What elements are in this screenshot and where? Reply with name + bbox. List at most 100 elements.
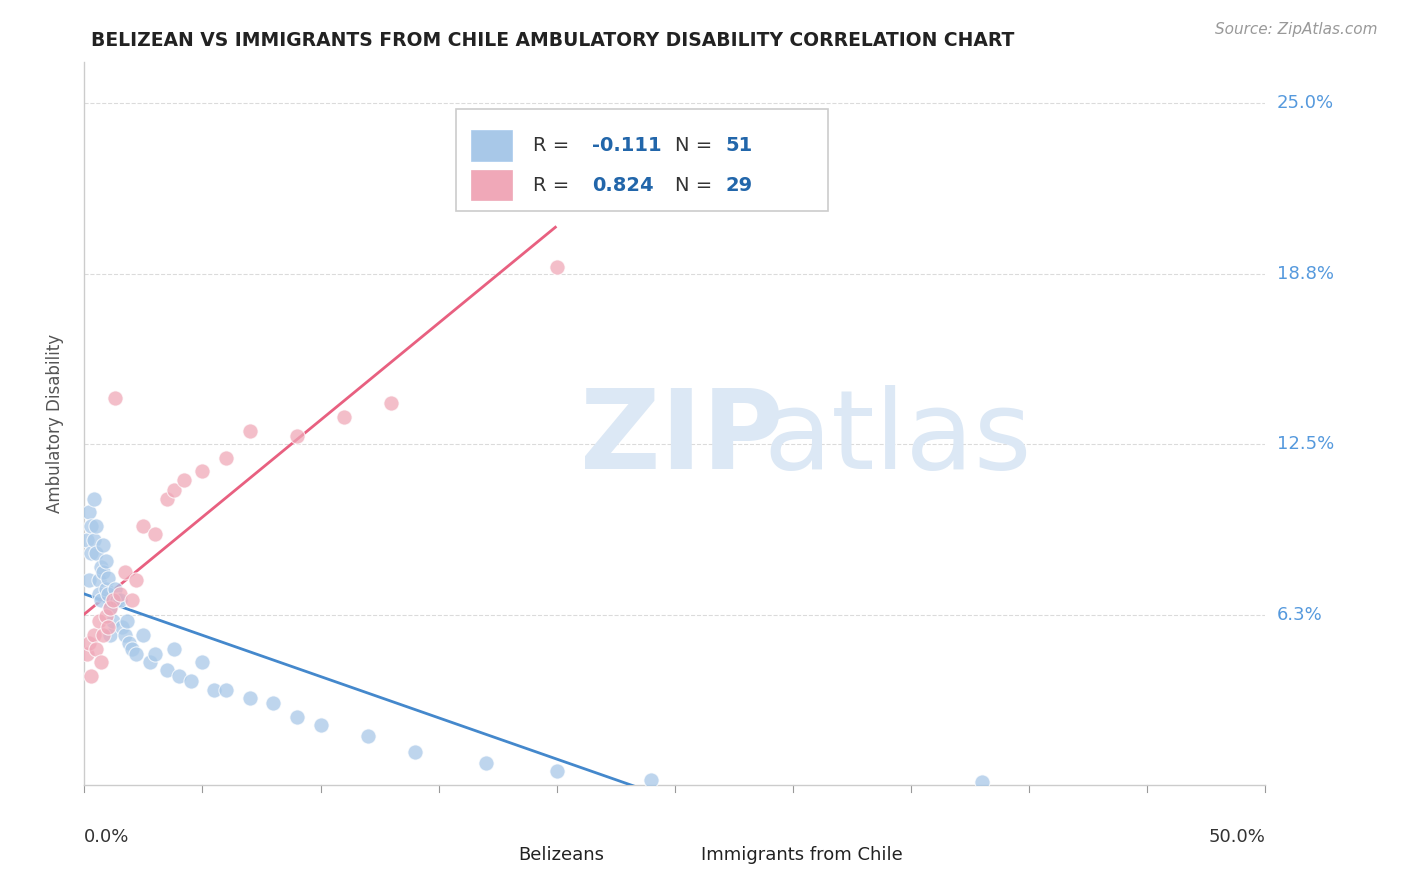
Point	[104, 582, 127, 596]
Point	[114, 566, 136, 580]
Text: N =: N =	[675, 176, 718, 194]
Point	[139, 655, 162, 669]
Point	[90, 592, 112, 607]
FancyBboxPatch shape	[657, 844, 693, 866]
Point	[91, 566, 114, 580]
FancyBboxPatch shape	[471, 130, 512, 161]
FancyBboxPatch shape	[474, 844, 509, 866]
Text: 51: 51	[725, 136, 754, 155]
Point	[108, 587, 131, 601]
Point	[83, 491, 105, 506]
Text: R =: R =	[533, 136, 575, 155]
Point	[80, 669, 103, 683]
Point	[91, 538, 114, 552]
Text: 18.8%: 18.8%	[1277, 265, 1333, 283]
Point	[87, 587, 110, 601]
Point	[132, 519, 155, 533]
Text: 0.824: 0.824	[592, 176, 654, 194]
Point	[404, 745, 426, 759]
Text: N =: N =	[675, 136, 718, 155]
Text: 0.0%: 0.0%	[84, 829, 129, 847]
Point	[97, 587, 120, 601]
Point	[970, 775, 993, 789]
Point	[546, 764, 568, 779]
Point	[84, 546, 107, 560]
Point	[90, 559, 112, 574]
Point	[84, 519, 107, 533]
Text: R =: R =	[533, 176, 575, 194]
Point	[84, 641, 107, 656]
Point	[111, 620, 134, 634]
Text: BELIZEAN VS IMMIGRANTS FROM CHILE AMBULATORY DISABILITY CORRELATION CHART: BELIZEAN VS IMMIGRANTS FROM CHILE AMBULA…	[91, 31, 1015, 50]
Point	[94, 582, 117, 596]
Text: Source: ZipAtlas.com: Source: ZipAtlas.com	[1215, 22, 1378, 37]
Text: Immigrants from Chile: Immigrants from Chile	[700, 846, 903, 864]
Point	[97, 571, 120, 585]
Point	[285, 429, 308, 443]
Point	[97, 620, 120, 634]
Point	[87, 574, 110, 588]
Point	[239, 424, 262, 438]
Text: -0.111: -0.111	[592, 136, 662, 155]
Point	[191, 464, 214, 478]
Point	[239, 690, 262, 705]
Point	[156, 491, 179, 506]
Text: 50.0%: 50.0%	[1209, 829, 1265, 847]
Point	[121, 641, 143, 656]
Point	[309, 718, 332, 732]
Point	[101, 592, 124, 607]
Point	[91, 628, 114, 642]
Point	[80, 546, 103, 560]
Point	[143, 527, 166, 541]
Point	[546, 260, 568, 274]
Y-axis label: Ambulatory Disability: Ambulatory Disability	[45, 334, 63, 513]
Point	[167, 669, 190, 683]
Point	[98, 600, 121, 615]
Point	[107, 592, 129, 607]
Text: ZIP: ZIP	[581, 384, 783, 491]
Text: atlas: atlas	[763, 384, 1032, 491]
Point	[132, 628, 155, 642]
Point	[180, 674, 202, 689]
Point	[83, 628, 105, 642]
Point	[98, 600, 121, 615]
Point	[115, 615, 138, 629]
Text: 25.0%: 25.0%	[1277, 95, 1334, 112]
Point	[173, 473, 195, 487]
Point	[215, 450, 238, 465]
Point	[87, 615, 110, 629]
Point	[90, 655, 112, 669]
Point	[80, 519, 103, 533]
Point	[94, 554, 117, 568]
Point	[191, 655, 214, 669]
Point	[125, 574, 148, 588]
Point	[76, 533, 98, 547]
Point	[163, 483, 186, 498]
Text: 12.5%: 12.5%	[1277, 435, 1334, 453]
Point	[380, 396, 402, 410]
Point	[143, 647, 166, 661]
Text: 29: 29	[725, 176, 752, 194]
Point	[104, 391, 127, 405]
Point	[215, 682, 238, 697]
Point	[262, 696, 284, 710]
Point	[83, 533, 105, 547]
Point	[101, 615, 124, 629]
FancyBboxPatch shape	[471, 170, 512, 201]
Text: Belizeans: Belizeans	[517, 846, 603, 864]
Point	[285, 710, 308, 724]
Point	[114, 628, 136, 642]
Point	[121, 592, 143, 607]
Point	[98, 628, 121, 642]
Point	[640, 772, 662, 787]
Text: 6.3%: 6.3%	[1277, 606, 1322, 624]
Point	[163, 641, 186, 656]
Point	[475, 756, 498, 771]
Point	[333, 409, 356, 424]
Point	[94, 608, 117, 623]
Point	[357, 729, 380, 743]
Point	[77, 574, 100, 588]
Point	[125, 647, 148, 661]
FancyBboxPatch shape	[457, 110, 828, 211]
Point	[77, 636, 100, 650]
